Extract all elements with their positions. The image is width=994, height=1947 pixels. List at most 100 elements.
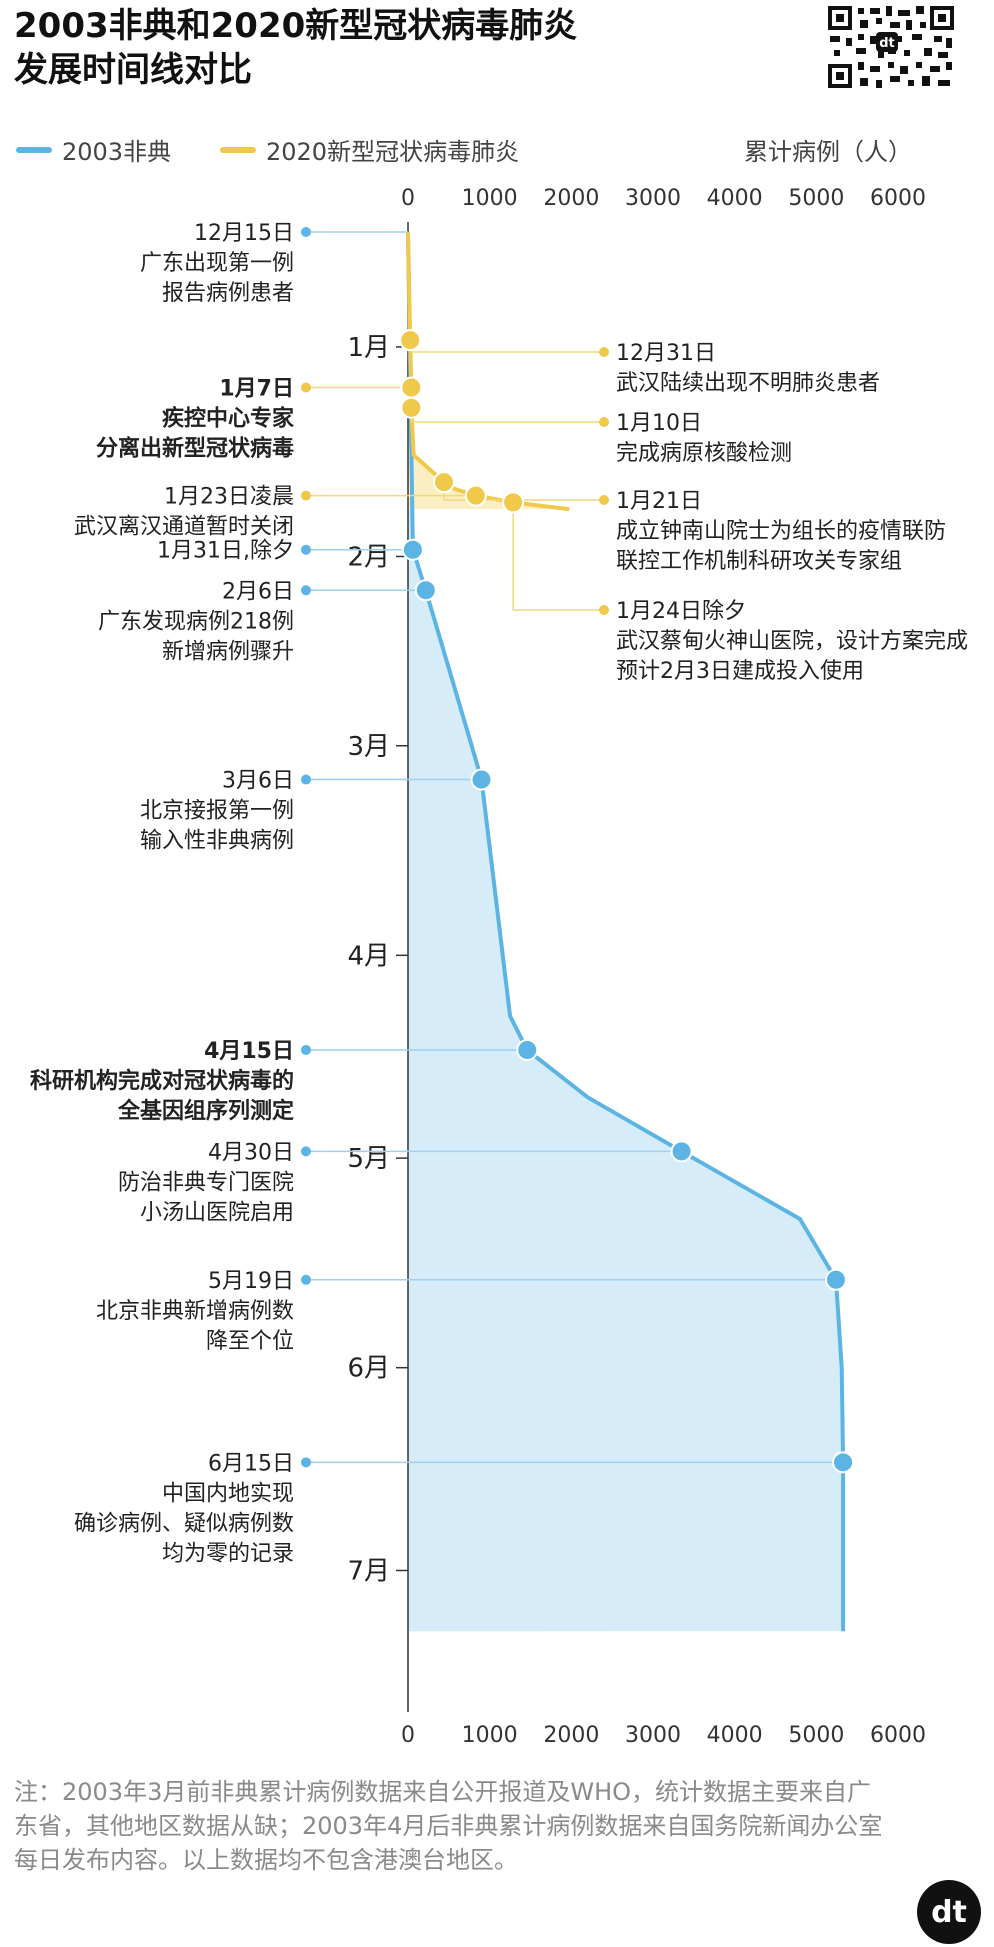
- sars-data-point: [516, 1038, 539, 1061]
- annotation-line: 成立钟南山院士为组长的疫情联防: [616, 519, 946, 544]
- month-tick-label: 5月: [347, 1144, 390, 1174]
- annotation-line: 12月15日: [194, 221, 294, 246]
- brand-logo: dt: [917, 1880, 981, 1944]
- x-tick-label: 1000: [462, 1723, 518, 1748]
- legend-sars-swatch: [16, 146, 52, 153]
- chart-title: 2003非典和2020新型冠状病毒肺炎 发展时间线对比: [14, 4, 577, 92]
- legend-covid: 2020新型冠状病毒肺炎: [220, 132, 519, 167]
- month-tick-label: 1月: [347, 333, 390, 363]
- month-tick-label: 3月: [347, 732, 390, 762]
- covid-leader-line: [409, 340, 604, 353]
- annotation-line: 确诊病例、疑似病例数: [74, 1511, 294, 1536]
- x-tick-label: 0: [401, 1723, 415, 1748]
- annotation-line: 1月31日,除夕: [157, 539, 294, 564]
- title-line-1: 2003非典和2020新型冠状病毒肺炎: [14, 6, 578, 46]
- sars-leader-dot: [301, 585, 311, 596]
- month-tick-label: 2月: [347, 542, 390, 572]
- legend-covid-label: 2020新型冠状病毒肺炎: [266, 138, 520, 166]
- covid-leader-dot: [301, 490, 311, 501]
- covid-data-point: [400, 396, 423, 419]
- annotation-line: 1月7日: [219, 376, 294, 401]
- annotation-line: 1月21日: [616, 489, 702, 514]
- x-tick-label: 5000: [788, 1723, 844, 1748]
- annotation-line: 4月15日: [204, 1039, 294, 1064]
- covid-series-line: [406, 231, 570, 512]
- covid-data-point: [464, 484, 487, 507]
- annotation-line: 3月6日: [222, 769, 294, 794]
- annotation-line: 广东出现第一例: [140, 251, 294, 276]
- covid-leader-line: [410, 407, 604, 423]
- annotation-line: 4月30日: [208, 1140, 294, 1165]
- sars-leader-dot: [301, 774, 311, 785]
- x-tick-label: 4000: [707, 1723, 763, 1748]
- annotation-line: 新增病例骤升: [162, 639, 294, 664]
- annotation-line: 降至个位: [206, 1329, 294, 1354]
- covid-leader-dot: [599, 417, 609, 427]
- sars-data-point: [670, 1140, 693, 1163]
- x-tick-label: 5000: [788, 186, 844, 211]
- annotation-line: 疾控中心专家: [162, 405, 295, 431]
- x-tick-label: 0: [401, 186, 415, 211]
- title-line-2: 发展时间线对比: [14, 50, 252, 90]
- annotation-line: 北京非典新增病例数: [96, 1299, 294, 1324]
- x-tick-label: 3000: [625, 186, 681, 211]
- annotation-line: 1月10日: [616, 411, 702, 436]
- footnote: 注：2003年3月前非典累计病例数据来自公开报道及WHO，统计数据主要来自广东省…: [14, 1778, 883, 1874]
- annotation-line: 武汉陆续出现不明肺炎患者: [616, 371, 880, 396]
- covid-leader-dot: [599, 605, 609, 615]
- annotation-line: 均为零的记录: [162, 1541, 294, 1566]
- annotation-line: 防治非典专门医院: [118, 1170, 294, 1195]
- month-tick-label: 4月: [347, 941, 390, 971]
- covid-leader-dot: [599, 495, 609, 505]
- sars-leader-dot: [301, 544, 311, 555]
- x-tick-label: 3000: [625, 1723, 681, 1748]
- legend-sars-label: 2003非典: [62, 138, 172, 166]
- annotation-line: 12月31日: [616, 341, 716, 366]
- covid-area-fill: [408, 232, 570, 510]
- annotation-line: 6月15日: [208, 1451, 294, 1476]
- covid-data-point: [432, 471, 455, 494]
- sars-annotation: 1月31日,除夕: [157, 539, 294, 564]
- start-marker-dot: [301, 227, 311, 237]
- sars-data-point: [470, 768, 493, 791]
- month-tick-label: 7月: [347, 1556, 390, 1586]
- annotation-line: 1月23日凌晨: [164, 485, 294, 510]
- sars-series-line: [406, 231, 846, 1632]
- annotation-line: 5月19日: [208, 1269, 294, 1294]
- annotation-line: 完成病原核酸检测: [616, 441, 792, 466]
- annotation-line: 广东发现病例218例: [98, 609, 294, 634]
- annotation-line: 武汉蔡甸火神山医院，设计方案完成: [616, 629, 968, 654]
- x-tick-label: 2000: [543, 1723, 599, 1748]
- annotation-line: 报告病例患者: [162, 281, 294, 306]
- annotation-line: 中国内地实现: [162, 1481, 294, 1506]
- x-tick-label: 6000: [870, 186, 926, 211]
- annotation-line: 输入性非典病例: [140, 829, 294, 854]
- covid-data-point: [400, 376, 423, 399]
- x-tick-label: 1000: [462, 186, 518, 211]
- sars-data-point: [414, 579, 437, 602]
- sars-leader-dot: [301, 1044, 311, 1055]
- annotation-line: 1月24日除夕: [616, 599, 746, 624]
- sars-leader-dot: [301, 1146, 311, 1157]
- month-tick-label: 6月: [347, 1354, 390, 1384]
- timeline-chart: 0 0 1000 1000 2000 2000 3000 3000 4000 4000 5000 50…: [30, 186, 968, 1748]
- sars-data-point: [832, 1451, 855, 1474]
- annotation-line: 全基因组序列测定: [117, 1098, 294, 1124]
- covid-leader-dot: [301, 382, 311, 393]
- covid-leader-line: [512, 502, 604, 611]
- covid-leader-dot: [599, 347, 609, 357]
- x-tick-label: 6000: [870, 1723, 926, 1748]
- legend-sars: 2003非典: [16, 132, 171, 167]
